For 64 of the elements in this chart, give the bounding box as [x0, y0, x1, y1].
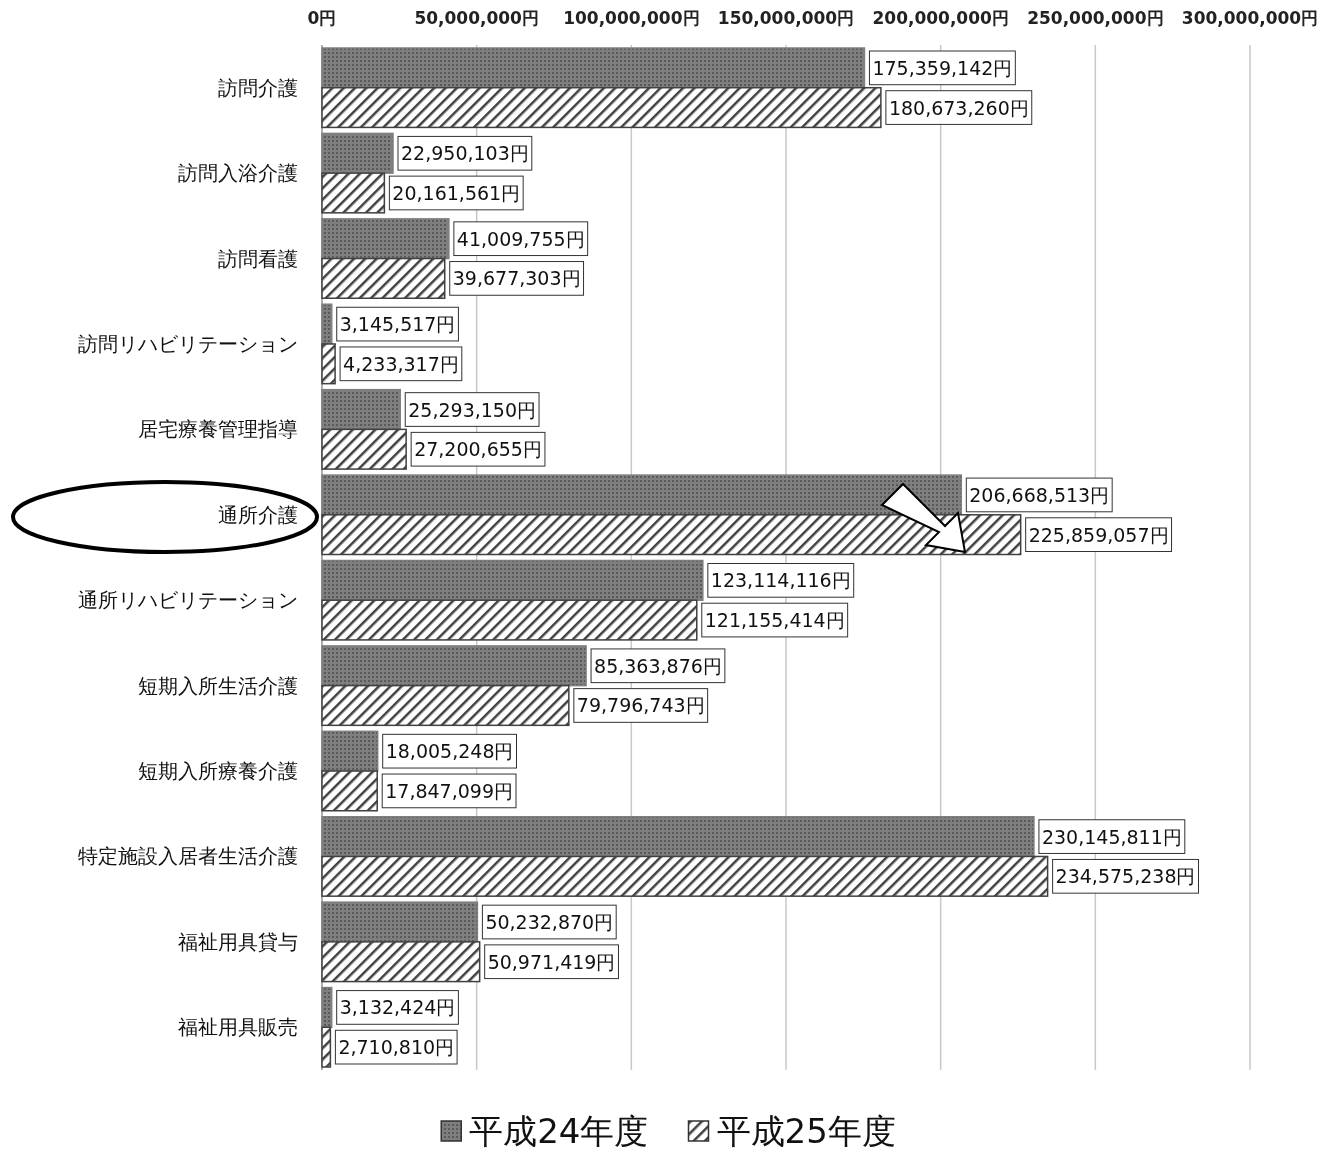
data-label: 3,145,517円 — [339, 313, 456, 336]
y-tick-label: 特定施設入居者生活介護 — [78, 844, 298, 869]
bar — [321, 645, 587, 687]
data-label: 230,145,811円 — [1041, 825, 1182, 848]
y-tick-label: 訪問入浴介護 — [178, 161, 298, 186]
data-label: 79,796,743円 — [576, 694, 705, 717]
bar — [321, 343, 336, 385]
data-label: 180,673,260円 — [888, 96, 1029, 119]
y-tick-label: 通所介護 — [218, 502, 298, 527]
legend-label: 平成24年度 — [469, 1111, 649, 1151]
legend-label: 平成25年度 — [716, 1111, 896, 1151]
y-tick-label: 福祉用具貸与 — [178, 929, 298, 954]
y-tick-label: 訪問介護 — [218, 75, 298, 100]
x-tick-label: 0円 — [307, 8, 337, 28]
y-tick-label: 短期入所生活介護 — [138, 673, 298, 698]
data-label: 27,200,655円 — [414, 438, 542, 461]
data-label: 175,359,142円 — [872, 56, 1013, 79]
x-tick-label: 50,000,000円 — [414, 8, 539, 28]
bar — [321, 559, 704, 601]
y-tick-label: 通所リハビリテーション — [78, 588, 298, 613]
data-label: 121,155,414円 — [704, 609, 845, 632]
x-tick-label: 200,000,000円 — [872, 8, 1009, 28]
bar — [321, 428, 407, 470]
x-tick-label: 250,000,000円 — [1027, 8, 1164, 28]
y-tick-label: 訪問看護 — [218, 246, 298, 271]
bar — [321, 1026, 332, 1068]
x-tick-label: 300,000,000円 — [1181, 8, 1319, 28]
data-label: 85,363,876円 — [594, 654, 722, 677]
bar — [321, 303, 333, 345]
data-label: 234,575,238円 — [1055, 865, 1196, 888]
bar — [321, 770, 378, 812]
data-label: 123,114,116円 — [710, 569, 851, 592]
bar — [321, 816, 1035, 858]
data-label: 20,161,561円 — [392, 181, 521, 204]
x-tick-label: 150,000,000円 — [717, 8, 855, 28]
data-label: 2,710,810円 — [338, 1036, 455, 1059]
y-tick-label: 訪問リハビリテーション — [78, 331, 298, 356]
data-label: 50,971,419円 — [487, 950, 616, 973]
data-label: 206,668,513円 — [969, 483, 1110, 506]
data-label: 41,009,755円 — [456, 227, 585, 250]
bar — [321, 132, 394, 174]
bar — [321, 599, 698, 641]
data-label: 50,232,870円 — [485, 911, 614, 934]
data-label: 25,293,150円 — [408, 398, 537, 421]
bar — [321, 86, 882, 129]
y-tick-label: 福祉用具販売 — [178, 1015, 298, 1040]
bar — [321, 684, 570, 727]
bar — [321, 388, 401, 431]
bar — [321, 986, 333, 1029]
data-label: 4,233,317円 — [343, 352, 459, 375]
data-label: 18,005,248円 — [385, 740, 514, 763]
data-label: 225,859,057円 — [1028, 523, 1169, 546]
x-tick-label: 100,000,000円 — [563, 8, 700, 28]
data-label: 22,950,103円 — [400, 142, 529, 165]
data-label: 3,132,424円 — [339, 996, 456, 1019]
y-tick-label: 居宅療養管理指導 — [138, 417, 298, 442]
bar — [321, 941, 481, 983]
data-label: 17,847,099円 — [385, 779, 513, 802]
bar — [321, 730, 379, 772]
bar — [321, 218, 450, 260]
y-tick-label: 短期入所療養介護 — [138, 759, 298, 784]
bar — [321, 855, 1049, 897]
data-label: 39,677,303円 — [452, 267, 581, 290]
bar — [321, 257, 446, 299]
